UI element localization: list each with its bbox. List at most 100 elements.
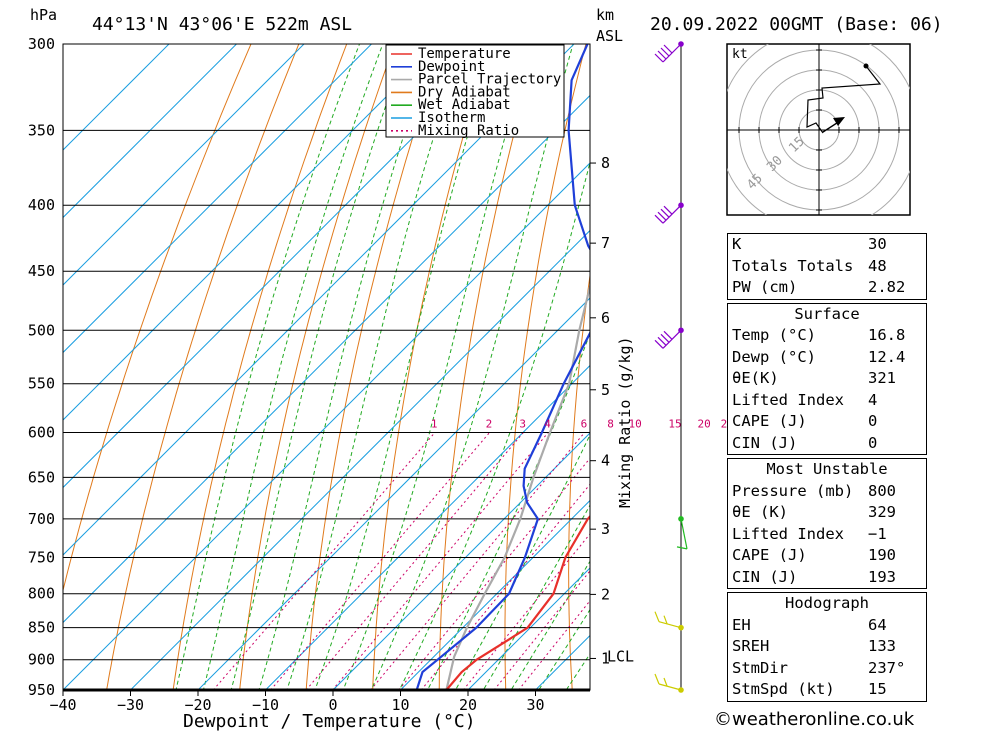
storm-motion-arrowhead xyxy=(833,117,845,126)
mixing-ratio-axis-label: Mixing Ratio (g/kg) xyxy=(616,336,634,508)
pressure-tick-label: 350 xyxy=(28,121,55,139)
mixing-ratio-line xyxy=(462,533,590,690)
mixing-ratio-label: 8 xyxy=(607,417,614,430)
dry-adiabat-line xyxy=(239,44,396,690)
indices-panel: K 30 Totals Totals 48 PW (cm) 2.82 xyxy=(727,233,927,300)
isotherm-line xyxy=(63,44,440,421)
dry-adiabat-line xyxy=(504,44,587,690)
table-row: StmDir 237° xyxy=(728,658,926,680)
temperature-line xyxy=(445,514,590,690)
table-row: StmSpd (kt) 15 xyxy=(728,679,926,701)
table-row: Lifted Index 4 xyxy=(728,390,926,412)
row-value: 0 xyxy=(868,412,878,430)
most-unstable-title: Most Unstable xyxy=(766,460,888,478)
surface-panel: Surface Temp (°C) 16.8 Dewp (°C) 12.4 θE(K) 3… xyxy=(727,302,927,455)
pressure-tick-label: 750 xyxy=(28,549,55,567)
pressure-tick-label: 450 xyxy=(28,262,55,280)
mixing-ratio-label: 10 xyxy=(629,417,642,430)
legend-box xyxy=(385,44,565,138)
row-value: −1 xyxy=(868,524,887,543)
mixing-ratio-label: 4 xyxy=(544,417,551,430)
isotherm-line xyxy=(63,162,590,690)
isotherm-line xyxy=(63,44,507,489)
pressure-tick-label: 700 xyxy=(28,510,55,528)
row-label: PW (cm) xyxy=(732,278,798,296)
mixing-ratio-label: 2 xyxy=(486,417,493,430)
wet-adiabat-line xyxy=(314,44,496,690)
wet-adiabat-line xyxy=(342,44,533,690)
km-tick-label: 1 xyxy=(601,649,610,667)
table-row: Dewp (°C) 12.4 xyxy=(728,347,926,369)
surface-title: Surface xyxy=(794,304,860,323)
hodograph-unit-label: kt xyxy=(732,47,748,62)
plot-border xyxy=(62,43,591,691)
row-label: θE (K) xyxy=(732,503,788,521)
temperature-tick-label: 0 xyxy=(328,696,337,714)
wet-adiabat-line xyxy=(258,44,435,690)
wet-adiabat-line xyxy=(286,44,464,690)
isotherm-line xyxy=(332,432,590,690)
mixing-ratio-label: 20 xyxy=(698,417,711,430)
km-tick-label: 4 xyxy=(601,452,610,470)
km-label: km xyxy=(596,6,614,24)
row-label: Pressure (mb) xyxy=(732,481,854,500)
plot-frame xyxy=(62,43,591,692)
temperature-tick-label: −30 xyxy=(117,696,144,714)
pressure-tick-label: 950 xyxy=(28,681,55,699)
km-tick-label: 3 xyxy=(601,520,610,538)
wind-barb xyxy=(654,611,682,629)
row-label: θE(K) xyxy=(732,369,779,387)
pressure-tick-label: 500 xyxy=(28,321,55,339)
table-row: EH 64 xyxy=(728,615,926,637)
row-label: CIN (J) xyxy=(732,567,798,586)
wind-barb xyxy=(654,43,682,63)
mixing-ratio-line xyxy=(398,457,590,690)
dry-adiabat-line xyxy=(630,0,705,719)
dry-adiabat-line xyxy=(172,44,348,690)
asl-label: ASL xyxy=(596,27,623,45)
mixing-ratio-line xyxy=(420,483,590,690)
credit-text: ©weatheronline.co.uk xyxy=(714,709,915,730)
row-value: 12.4 xyxy=(868,347,906,366)
table-row: Lifted Index −1 xyxy=(728,524,926,546)
mixing-ratio-line xyxy=(305,432,524,690)
hodograph-panel: Hodograph EH 64 SREH 133 StmDir 237° StmSpd (k… xyxy=(727,592,927,702)
table-row: K 30 xyxy=(728,234,926,256)
profile-series xyxy=(415,44,590,690)
row-value: 16.8 xyxy=(868,326,906,344)
table-row: PW (cm) 2.82 xyxy=(728,277,926,299)
temperature-tick-label: −20 xyxy=(184,696,211,714)
datetime-title: 20.09.2022 00GMT (Base: 06) xyxy=(650,14,943,35)
wet-adiabat-line xyxy=(398,160,590,690)
legend-label: Dewpoint xyxy=(418,59,485,75)
hodograph-trace xyxy=(806,65,882,134)
isotherm-line xyxy=(63,44,575,556)
table-row: CIN (J) 0 xyxy=(728,433,926,455)
row-label: Lifted Index xyxy=(732,390,844,409)
km-tick-label: 5 xyxy=(601,381,610,399)
legend-label: Temperature xyxy=(418,46,511,62)
dewpoint-line xyxy=(415,44,590,690)
row-value: 190 xyxy=(868,546,896,564)
pressure-tick-label: 300 xyxy=(28,35,55,53)
x-axis-label: Dewpoint / Temperature (°C) xyxy=(183,711,476,732)
dry-adiabat-line xyxy=(372,44,491,690)
wet-adiabat-line xyxy=(230,44,408,690)
wind-barb xyxy=(654,673,682,691)
pressure-tick-label: 550 xyxy=(28,375,55,393)
isotherm-line xyxy=(265,364,590,690)
row-value: 0 xyxy=(868,433,878,452)
pressure-tick-label: 650 xyxy=(28,468,55,486)
pressure-tick-label: 900 xyxy=(28,651,55,669)
wet-adiabat-line xyxy=(454,433,590,690)
wind-barb xyxy=(676,518,688,550)
row-label: CIN (J) xyxy=(732,433,798,452)
mixing-ratio-lines xyxy=(212,432,590,690)
dry-adiabat-line xyxy=(106,44,300,690)
mixing-ratio-label: 1 xyxy=(431,417,438,430)
lcl-label: LCL xyxy=(607,648,634,666)
row-value: 4 xyxy=(868,390,878,409)
pressure-tick-label: 600 xyxy=(28,423,55,441)
